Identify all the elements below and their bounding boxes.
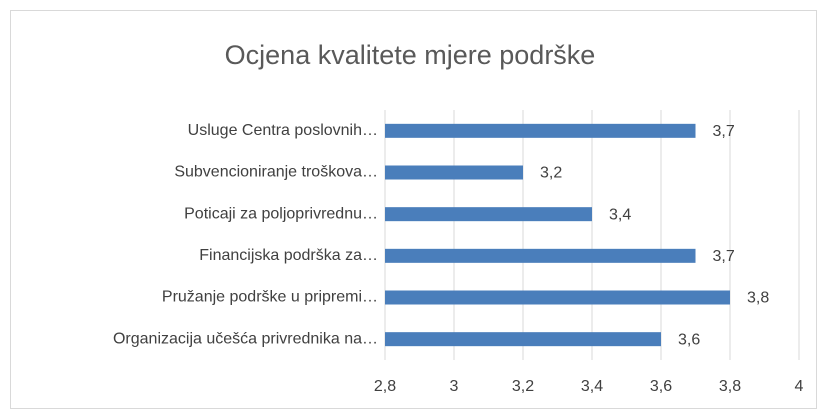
data-label: 3,7 bbox=[713, 123, 735, 140]
data-label: 3,2 bbox=[540, 165, 562, 182]
x-tick-label: 4 bbox=[795, 378, 804, 395]
y-tick-label: Pružanje podrške u pripremi… bbox=[162, 289, 378, 306]
bar bbox=[385, 332, 661, 347]
y-tick-label: Poticaji za poljoprivrednu… bbox=[184, 205, 378, 222]
x-tick-label: 3,6 bbox=[650, 378, 672, 395]
y-tick-label: Subvencioniranje troškova… bbox=[174, 164, 378, 181]
y-tick-label: Financijska podrška za… bbox=[199, 247, 378, 264]
data-label: 3,6 bbox=[678, 331, 700, 348]
bar bbox=[385, 248, 696, 263]
data-label: 3,8 bbox=[747, 290, 769, 307]
bar bbox=[385, 207, 592, 222]
x-tick-label: 3 bbox=[450, 378, 459, 395]
bar bbox=[385, 290, 730, 305]
x-tick-label: 2,8 bbox=[374, 378, 396, 395]
bar bbox=[385, 123, 696, 138]
y-tick-label: Organizacija učešća privrednika na… bbox=[113, 330, 378, 347]
data-label: 3,4 bbox=[609, 206, 631, 223]
x-tick-label: 3,4 bbox=[581, 378, 603, 395]
chart-title: Ocjena kvalitete mjere podrške bbox=[225, 40, 596, 70]
x-tick-label: 3,8 bbox=[719, 378, 741, 395]
bar bbox=[385, 165, 523, 180]
y-tick-label: Usluge Centra poslovnih… bbox=[188, 122, 378, 139]
data-label: 3,7 bbox=[713, 248, 735, 265]
x-tick-label: 3,2 bbox=[512, 378, 534, 395]
